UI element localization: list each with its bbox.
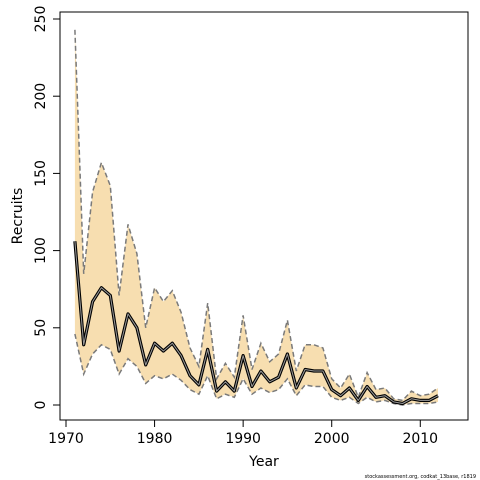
x-tick-label-2010: 2010 — [402, 431, 438, 447]
y-tick-label-250: 250 — [33, 6, 49, 33]
y-tick-label-0: 0 — [33, 401, 49, 410]
x-tick-label-1970: 1970 — [48, 431, 84, 447]
footnote: stockassessment.org, codkat_13base, r181… — [365, 474, 476, 480]
estimate-line — [74, 241, 439, 404]
y-axis-title: Recruits — [10, 188, 26, 245]
x-tick-label-1980: 1980 — [137, 431, 173, 447]
y-tick-label-100: 100 — [33, 237, 49, 264]
lower-bound-line — [74, 333, 439, 406]
x-tick-label-1990: 1990 — [225, 431, 261, 447]
y-tick-label-150: 150 — [33, 160, 49, 187]
x-axis-title: Year — [248, 454, 279, 470]
y-axis: 0 50 100 150 200 250 — [33, 6, 61, 410]
x-tick-label-2000: 2000 — [314, 431, 350, 447]
plot-area — [73, 29, 439, 406]
y-tick-label-200: 200 — [33, 83, 49, 110]
y-tick-label-50: 50 — [33, 319, 49, 337]
x-axis: 1970 1980 1990 2000 2010 — [48, 419, 438, 447]
confidence-band — [74, 29, 439, 406]
